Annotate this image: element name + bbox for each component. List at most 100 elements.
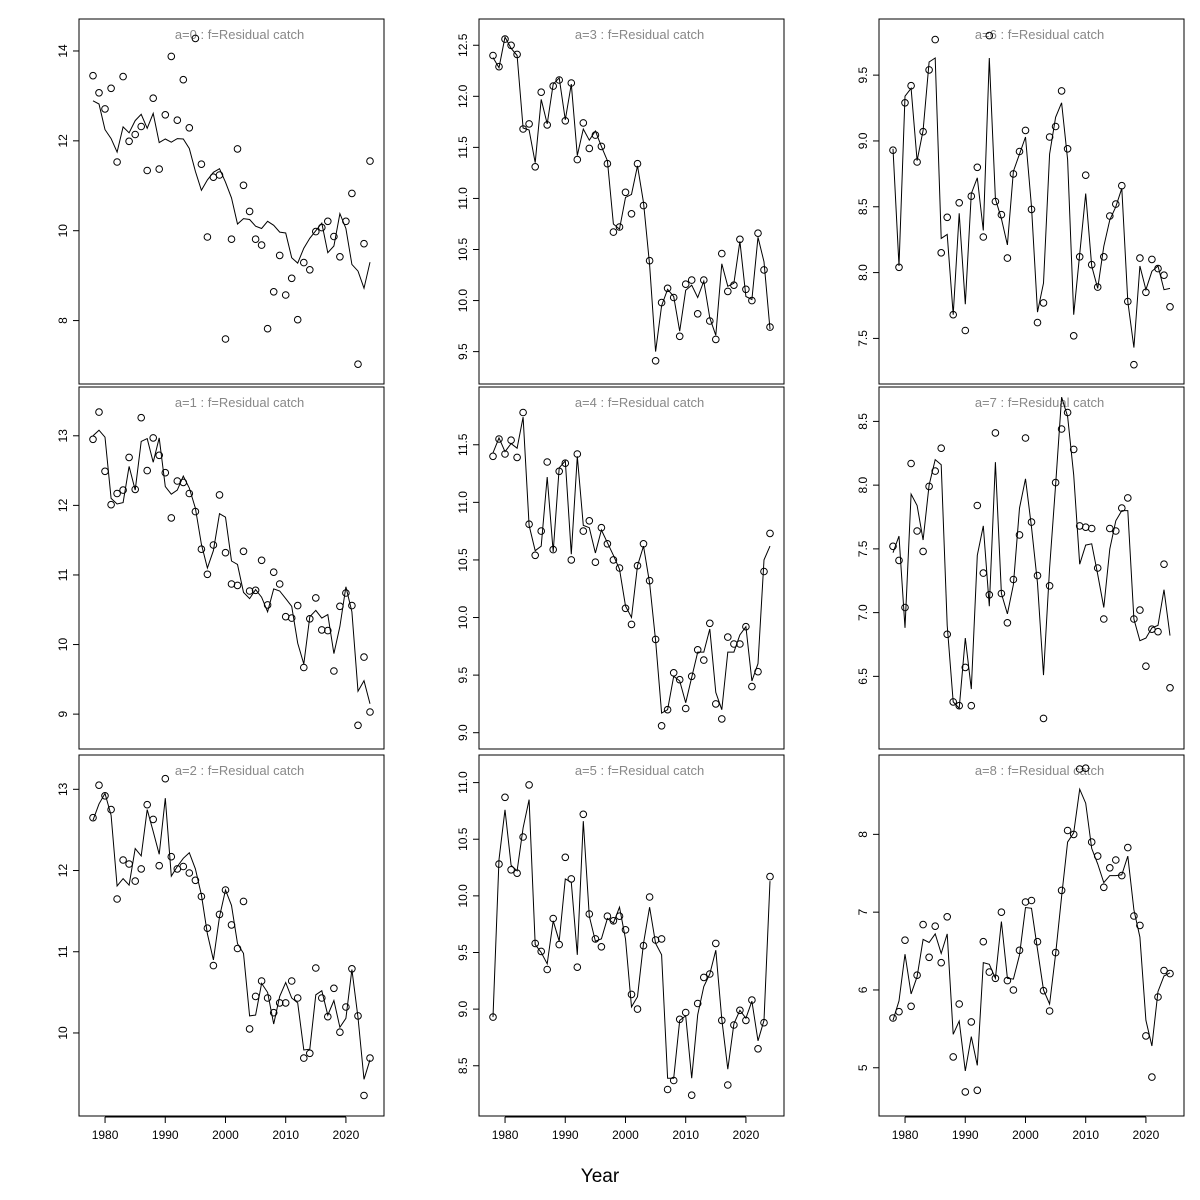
observed-point	[895, 556, 903, 565]
observed-point	[663, 705, 672, 714]
observed-point	[366, 157, 374, 165]
observed-point	[251, 586, 260, 595]
x-tick-label: 2020	[733, 1128, 760, 1142]
observed-point	[1112, 856, 1120, 864]
observed-point	[669, 293, 678, 302]
observed-point	[1045, 133, 1054, 141]
y-tick-label: 10.0	[456, 884, 470, 908]
observed-point	[1100, 252, 1108, 261]
y-tick-label: 10.0	[456, 606, 470, 630]
x-tick-label: 1980	[492, 1128, 519, 1142]
panel-title: a=7 : f=Residual catch	[975, 395, 1104, 410]
observed-point	[131, 130, 139, 139]
panel-a0: 8 10 12 14 a=0 : f=Residual catch	[56, 18, 385, 385]
observed-point	[663, 1085, 672, 1094]
observed-point	[979, 233, 988, 241]
observed-point	[633, 1005, 642, 1013]
y-tick-label: 8.5	[456, 1057, 470, 1074]
observed-point	[706, 619, 714, 628]
observed-point	[101, 467, 109, 476]
observed-point	[687, 672, 696, 681]
panel-title: a=8 : f=Residual catch	[975, 763, 1104, 778]
observed-point	[585, 517, 594, 525]
observed-point	[155, 451, 163, 460]
observed-point	[167, 52, 176, 61]
observed-point	[1069, 332, 1078, 340]
observed-point	[125, 137, 133, 146]
observed-point	[221, 335, 230, 343]
observed-point	[1081, 764, 1090, 773]
observed-point	[1033, 318, 1042, 327]
panel-title: a=4 : f=Residual catch	[575, 395, 704, 410]
observed-point	[1021, 434, 1030, 442]
y-tick-label: 11	[56, 568, 70, 581]
y-tick-label: 11.0	[456, 491, 470, 514]
observed-point	[967, 1018, 976, 1026]
observed-point	[1063, 145, 1072, 153]
observed-point	[603, 540, 612, 548]
observed-point	[1015, 531, 1024, 539]
observed-point	[567, 556, 576, 564]
observed-point	[167, 514, 176, 522]
observed-point	[251, 992, 260, 1001]
observed-point	[495, 435, 503, 443]
y-tick-label: 9.5	[856, 66, 870, 83]
observed-point	[143, 800, 151, 809]
observed-point	[901, 936, 909, 945]
y-tick-label: 9	[56, 710, 70, 717]
observed-point	[724, 287, 732, 296]
observed-point	[937, 958, 946, 967]
observed-point	[312, 594, 320, 602]
x-tick-label: 2010	[672, 1128, 699, 1142]
panel-a1: 9 10 11 12 13 a=1 : f=Residual catch	[56, 386, 385, 750]
y-tick-label: 7.0	[856, 604, 870, 621]
observed-point	[281, 999, 290, 1007]
observed-point	[627, 990, 636, 999]
observed-point	[513, 453, 521, 462]
observed-point	[275, 999, 284, 1007]
observed-point	[306, 1049, 314, 1058]
observed-point	[973, 501, 982, 510]
observed-point	[318, 994, 326, 1002]
y-tick-label: 7.5	[856, 540, 870, 557]
observed-point	[687, 1091, 696, 1099]
y-tick-label: 8	[56, 317, 70, 324]
observed-point	[657, 935, 666, 943]
observed-point	[1142, 1032, 1150, 1040]
fitted-line	[492, 799, 771, 1079]
observed-point	[693, 310, 702, 318]
observed-point	[269, 1008, 278, 1017]
observed-point	[979, 569, 988, 577]
observed-point	[233, 581, 242, 590]
x-tick-label: 2020	[333, 1128, 360, 1142]
observed-point	[1118, 181, 1126, 190]
panel-title: a=2 : f=Residual catch	[175, 763, 304, 778]
observed-point	[955, 701, 964, 710]
observed-point	[1093, 283, 1102, 291]
observed-point	[185, 869, 194, 877]
x-tick-label: 2000	[212, 1128, 239, 1142]
x-tick-label: 2010	[1072, 1128, 1099, 1142]
observed-point	[300, 258, 308, 267]
observed-point	[263, 324, 272, 333]
observed-point	[1021, 126, 1030, 135]
observed-point	[342, 1003, 350, 1011]
observed-point	[519, 408, 527, 417]
observed-point	[615, 223, 624, 231]
y-tick-label: 14	[56, 44, 70, 58]
observed-point	[1087, 838, 1096, 846]
observed-point	[967, 701, 976, 710]
observed-point	[687, 276, 696, 284]
observed-point	[712, 939, 720, 948]
y-tick-label: 9.0	[456, 724, 470, 741]
observed-point	[287, 614, 296, 622]
observed-point	[161, 111, 170, 119]
y-tick-label: 10	[56, 1026, 70, 1040]
observed-point	[579, 810, 588, 819]
y-tick-label: 11	[56, 945, 70, 958]
observed-point	[348, 601, 356, 610]
y-tick-label: 13	[56, 429, 70, 443]
y-tick-label: 5	[856, 1064, 870, 1071]
panel-a5: 8.5 9.0 9.5 10.0 10.5 11.0 1980 1990 2000 2010 202…	[456, 754, 785, 1142]
